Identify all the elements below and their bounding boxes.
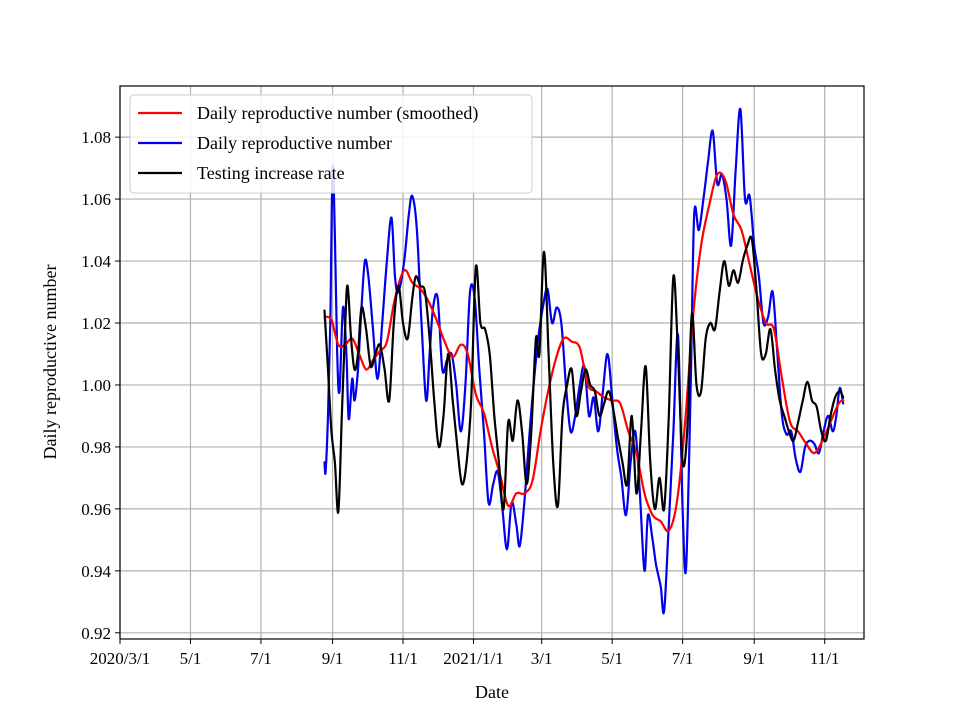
y-tick-label: 0.94 [81, 562, 111, 581]
x-tick-label: 2021/1/1 [443, 649, 503, 668]
legend-label: Daily reproductive number [197, 133, 392, 153]
x-tick-label: 2020/3/1 [90, 649, 150, 668]
daily-series-line [323, 108, 845, 615]
y-tick-label: 1.02 [81, 314, 111, 333]
testing-rate-series-line [323, 235, 845, 514]
x-axis-label: Date [475, 682, 509, 702]
series-layer [323, 108, 845, 615]
y-axis-label: Daily reproductive number [40, 265, 60, 460]
x-tick-label: 9/1 [322, 649, 344, 668]
x-tick-label: 11/1 [810, 649, 840, 668]
y-tick-label: 1.04 [81, 252, 111, 271]
legend-label: Daily reproductive number (smoothed) [197, 103, 478, 124]
y-tick-label: 1.06 [81, 190, 111, 209]
x-tick-label: 7/1 [672, 649, 694, 668]
plot-frame [119, 85, 865, 640]
x-tick-label: 3/1 [531, 649, 553, 668]
y-tick-label: 0.92 [81, 624, 111, 643]
x-tick-label: 5/1 [601, 649, 623, 668]
y-tick-label: 0.96 [81, 500, 111, 519]
axis-ticks: 2020/3/1 5/1 7/1 9/1 11/1 2021/1/1 3/1 5/1 7/1 9/… [81, 128, 839, 668]
x-tick-label: 7/1 [250, 649, 272, 668]
x-tick-label: 11/1 [388, 649, 418, 668]
legend-box [129, 94, 533, 194]
y-tick-label: 0.98 [81, 438, 111, 457]
legend-label: Testing increase rate [197, 163, 345, 183]
legend: Daily reproductive number (smoothed) Dail… [129, 94, 533, 194]
x-tick-label: 9/1 [743, 649, 765, 668]
y-tick-label: 1.08 [81, 128, 111, 147]
x-tick-label: 5/1 [180, 649, 202, 668]
y-tick-label: 1.00 [81, 376, 111, 395]
